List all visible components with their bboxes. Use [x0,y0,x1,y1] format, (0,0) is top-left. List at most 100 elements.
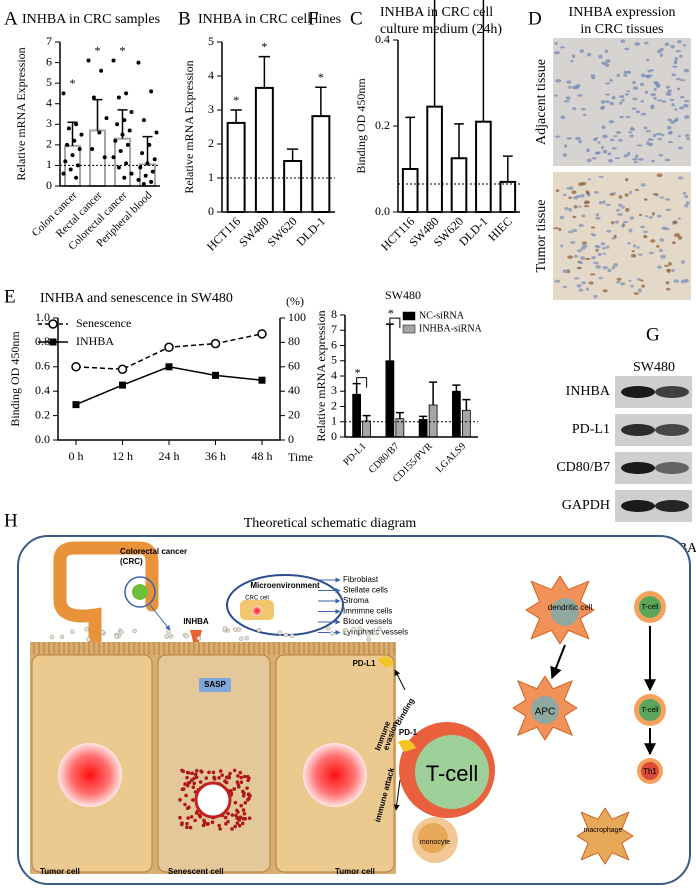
schematic-label: INHBA [183,617,209,626]
cell-nucleus [573,85,580,90]
cell-nucleus [554,41,558,46]
cell-nucleus [641,284,646,288]
cell-nucleus [653,87,657,92]
bar [226,121,246,213]
cell-nucleus [642,230,649,234]
cell-nucleus [661,100,667,103]
sasp-granule [217,775,221,780]
t-cell-inner [415,735,489,809]
cell-nucleus [562,153,568,157]
cell-nucleus [609,138,615,142]
cell-nucleus [568,209,573,212]
secretion [329,631,335,636]
error-bar [67,121,78,146]
sasp-granule [190,771,195,776]
cell-nucleus [570,240,576,244]
cell-nucleus [612,192,617,195]
data-point [104,116,109,121]
cell-nucleus [652,133,657,138]
cell-nucleus [676,87,681,91]
arrow [394,669,406,691]
sasp-granule [183,802,187,807]
sasp-granule [239,803,243,808]
cell-nucleus [655,132,662,136]
blot-band [621,386,655,398]
cell-nucleus [611,236,616,240]
data-point [143,173,148,178]
cell-nucleus [647,69,652,73]
schematic-label: Tumor cell [40,867,80,876]
panel-label: G [646,324,660,345]
cell-nucleus [578,205,582,208]
cell-nucleus [604,93,610,96]
cell-nucleus [661,226,668,231]
cell-nucleus [591,256,596,260]
sasp-granule [185,783,190,788]
cell-nucleus [657,137,662,141]
y-axis-label: Binding OD 450nm [8,331,22,427]
sasp-granule [192,776,196,781]
cell-nucleus [576,194,581,198]
cell-nucleus [555,135,561,138]
marker [164,342,174,353]
cell-nucleus [644,41,649,45]
cell-nucleus [665,85,670,89]
y-tick-label: 7 [331,322,337,336]
th1-core [641,762,659,780]
sasp-granule [191,798,195,802]
sasp-granule [202,820,207,825]
cell-nucleus [618,195,623,199]
cell-nucleus [679,79,686,82]
cell-nucleus [634,42,641,46]
cell-nucleus [566,137,573,140]
cell-nucleus [674,119,679,122]
cell-nucleus [667,89,672,93]
sasp-granule [217,823,222,828]
sasp-granule [246,774,250,779]
legend-label: INHBA-siRNA [419,323,483,334]
schematic-label: Stellate cells [343,586,388,595]
secretion [114,634,119,639]
secretion [283,632,289,638]
sasp-granule [180,768,184,773]
cell-nucleus [650,92,657,97]
cell-nucleus [664,198,671,201]
y-tick-label: 5 [208,34,214,48]
bar [283,160,303,213]
cell-nucleus [660,254,667,259]
blot-band [621,500,655,512]
cell-nucleus [625,93,629,96]
cell-nucleus [579,256,586,261]
cell-nucleus [649,251,654,255]
cell-nucleus [605,203,611,207]
marker [119,381,126,389]
cell-nucleus [585,190,590,194]
panel-label: A [4,8,18,29]
error-bar [230,109,242,123]
sasp-granule [226,819,230,824]
data-point [136,60,141,65]
blot-band [621,462,655,474]
panel-label: C [350,8,363,29]
cell-nucleus [627,242,631,245]
cell-nucleus [568,196,573,200]
colon-illustration [53,541,159,647]
sasp-granule [185,775,189,780]
sasp-granule [228,771,232,776]
cell-nucleus [653,96,657,100]
error-bar [142,135,153,165]
cell-nucleus [677,176,684,180]
error-bar [362,414,371,421]
cell-nucleus [630,253,637,258]
secretion [351,626,356,632]
arrow [550,644,566,680]
secretion [238,636,244,642]
marker [258,376,266,384]
data-point [118,149,123,154]
y-tick-label: 40 [288,383,300,397]
marker [72,401,80,409]
cell-nucleus [640,183,646,187]
data-point [116,165,121,170]
secretion [366,637,372,642]
